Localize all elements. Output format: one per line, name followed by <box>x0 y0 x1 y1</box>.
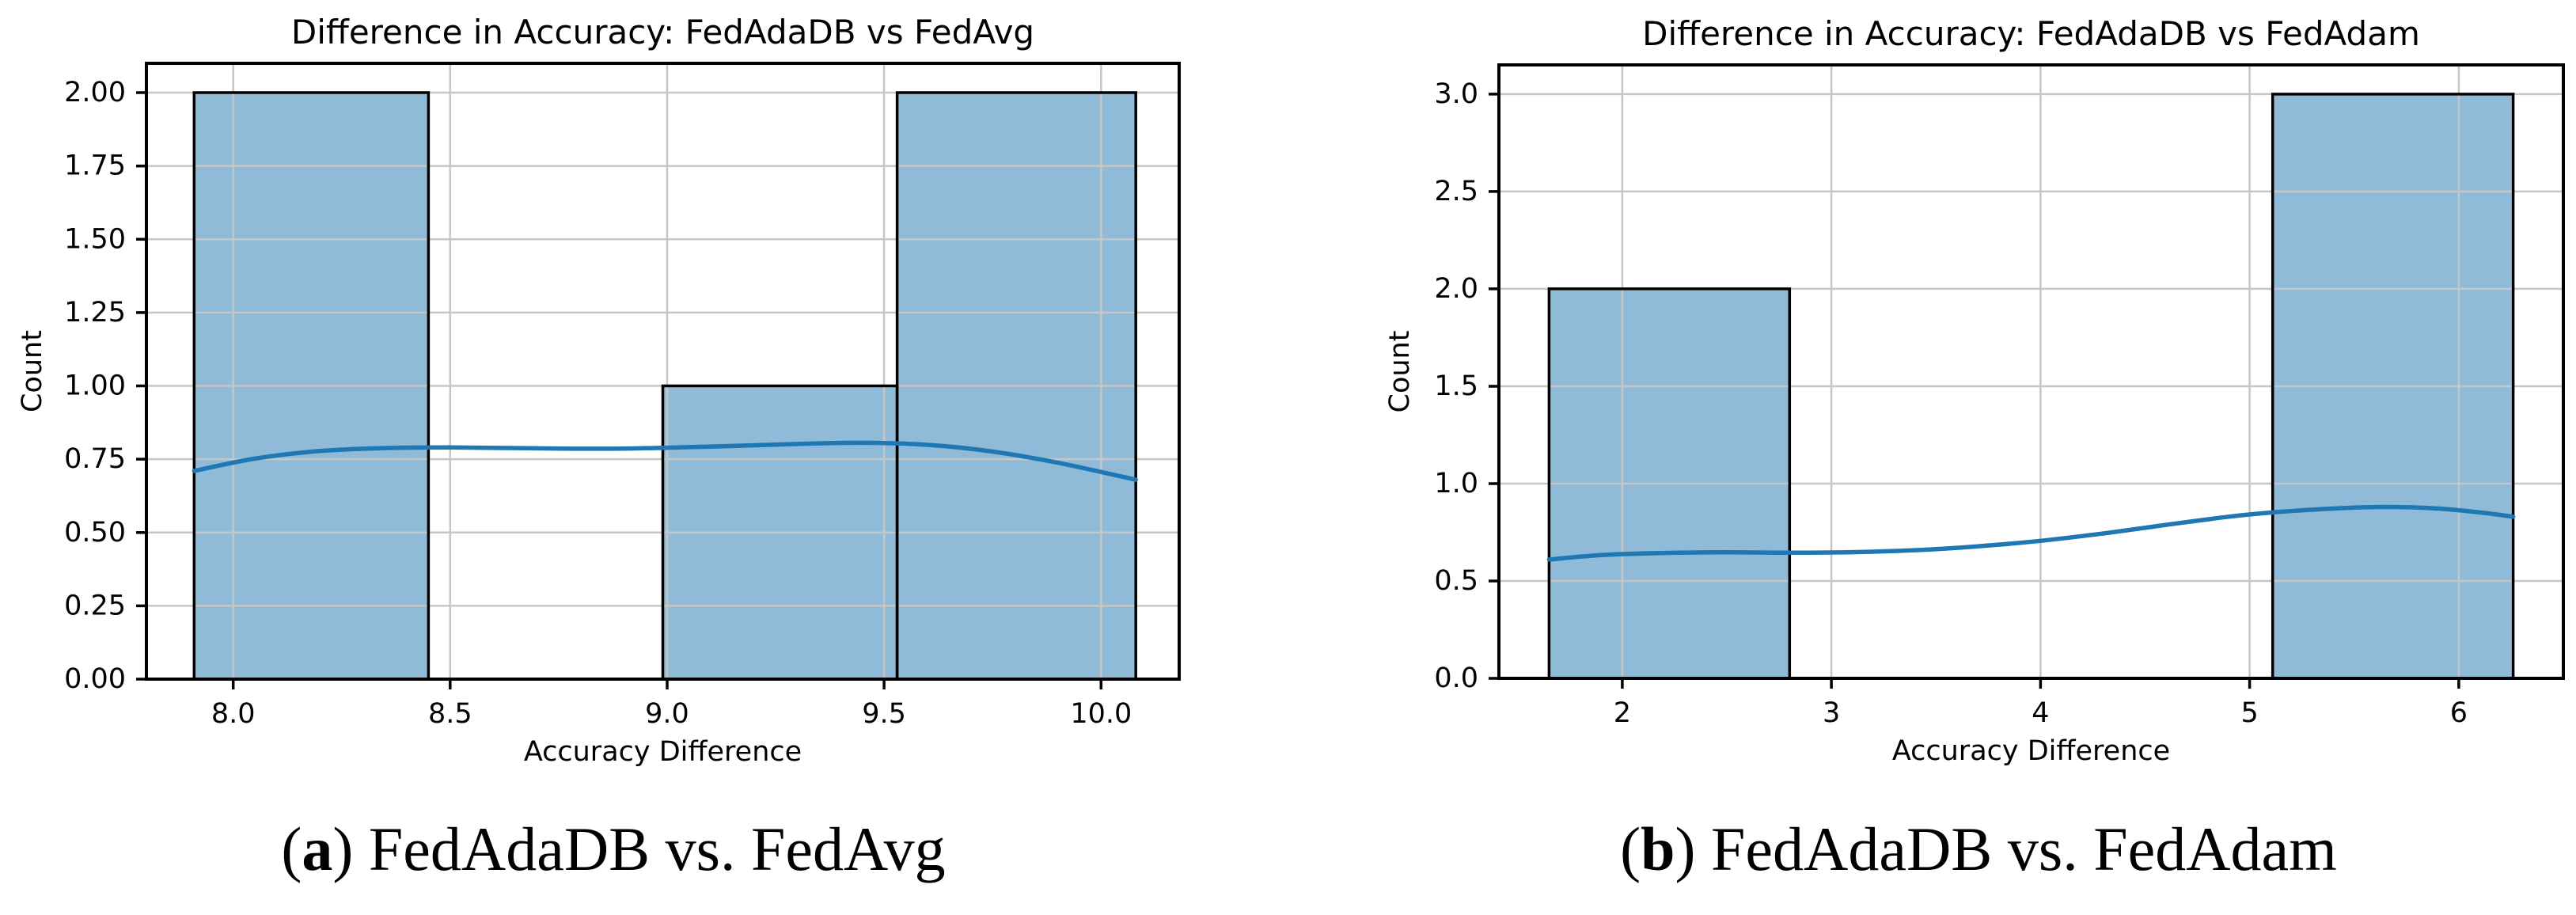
axis-frame <box>145 62 1181 681</box>
histogram-kde-chart-a: 8.0 8.5 9.0 9.5 10.0 0.00 0.25 0.50 0.75 1.00 1.25… <box>17 13 1181 768</box>
y-axis-label: Count <box>17 330 48 412</box>
y-tick-label: 1.50 <box>64 223 126 255</box>
chart-title: Difference in Accuracy: FedAdaDB vs FedA… <box>1642 14 2420 53</box>
y-tick-label: 1.00 <box>64 370 126 402</box>
x-tick-label: 4 <box>2032 697 2049 729</box>
x-tick-label: 10.0 <box>1070 698 1132 730</box>
x-tick-label: 9.0 <box>645 698 689 730</box>
caption-a-close-paren: ) <box>332 814 354 883</box>
y-tick-label: 1.5 <box>1434 370 1478 402</box>
y-tick-label: 2.0 <box>1434 273 1478 305</box>
caption-b-text: FedAdaDB vs. FedAdam <box>1695 814 2337 883</box>
y-tick-label: 0.50 <box>64 517 126 549</box>
y-tick-label: 0.75 <box>64 443 126 475</box>
subfigure-caption-a: (a) FedAdaDB vs. FedAvg <box>16 817 1211 882</box>
y-tick-label: 1.0 <box>1434 468 1478 499</box>
y-tick-label: 0.25 <box>64 590 126 621</box>
y-tick-label: 0.00 <box>64 663 126 695</box>
caption-b-close-paren: ) <box>1675 814 1696 883</box>
y-tick-label: 3.0 <box>1434 78 1478 110</box>
caption-a-text: FedAdaDB vs. FedAvg <box>353 814 946 883</box>
y-tick-label: 2.5 <box>1434 176 1478 207</box>
chart-title: Difference in Accuracy: FedAdaDB vs FedA… <box>291 13 1034 51</box>
y-tick-label: 1.75 <box>64 150 126 182</box>
subfigure-caption-b: (b) FedAdaDB vs. FedAdam <box>1381 817 2576 882</box>
x-tick-label: 8.5 <box>428 698 472 730</box>
caption-a-letter: a <box>302 814 333 883</box>
kde-line <box>192 440 1138 482</box>
x-tick-label: 2 <box>1614 697 1631 729</box>
kde-line <box>1546 504 2516 562</box>
y-tick-label: 1.25 <box>64 297 126 328</box>
x-axis-label: Accuracy Difference <box>1892 735 2170 767</box>
x-axis-label: Accuracy Difference <box>524 736 802 768</box>
histogram-kde-chart-b: 2 3 4 5 6 0.0 0.5 1.0 1.5 2.0 2.5 3.0 Difference in … <box>1384 14 2565 767</box>
caption-b-open-paren: ( <box>1620 814 1641 883</box>
caption-a-open-paren: ( <box>281 814 302 883</box>
caption-b-letter: b <box>1641 814 1675 883</box>
x-tick-label: 9.5 <box>862 698 906 730</box>
y-tick-label: 0.0 <box>1434 663 1478 694</box>
x-tick-label: 6 <box>2450 697 2468 729</box>
y-tick-label: 0.5 <box>1434 565 1478 597</box>
x-tick-label: 5 <box>2240 697 2258 729</box>
x-tick-label: 3 <box>1823 697 1840 729</box>
x-tick-label: 8.0 <box>211 698 256 730</box>
y-tick-label: 2.00 <box>64 77 126 108</box>
y-axis-label: Count <box>1384 331 1416 413</box>
axis-frame <box>1497 63 2565 680</box>
